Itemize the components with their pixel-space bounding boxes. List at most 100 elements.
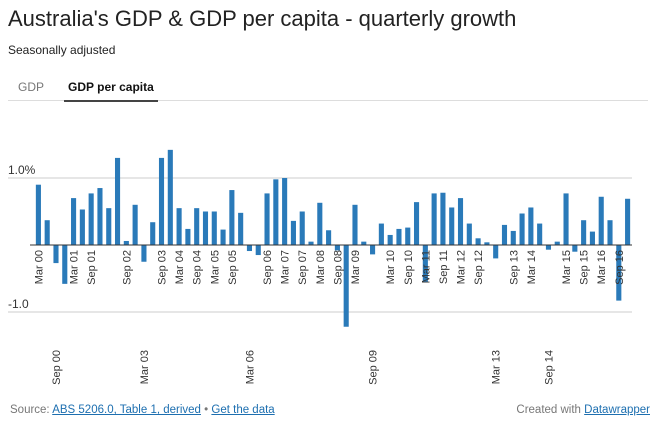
bar[interactable] bbox=[449, 207, 455, 245]
x-tick-label: Mar 14 bbox=[526, 250, 538, 284]
bars-group bbox=[35, 149, 631, 327]
source-link[interactable]: ABS 5206.0, Table 1, derived bbox=[52, 404, 201, 416]
bar[interactable] bbox=[44, 220, 50, 245]
bar[interactable] bbox=[273, 179, 279, 245]
bar[interactable] bbox=[97, 188, 103, 245]
chart-subtitle: Seasonally adjusted bbox=[8, 43, 116, 57]
x-tick-label: Sep 13 bbox=[508, 250, 520, 285]
tab-gdp[interactable]: GDP bbox=[18, 80, 45, 94]
bar[interactable] bbox=[589, 231, 595, 245]
bar[interactable] bbox=[378, 223, 384, 245]
bar[interactable] bbox=[334, 245, 340, 251]
bar[interactable] bbox=[396, 228, 402, 245]
datawrapper-link[interactable]: Datawrapper bbox=[584, 404, 650, 416]
bar[interactable] bbox=[625, 198, 631, 245]
bar[interactable] bbox=[405, 227, 411, 245]
bar[interactable] bbox=[598, 196, 604, 245]
bar[interactable] bbox=[282, 178, 288, 245]
x-tick-label: Sep 12 bbox=[473, 250, 485, 285]
x-tick-label: Sep 15 bbox=[579, 250, 591, 285]
bar[interactable] bbox=[563, 193, 569, 245]
bar[interactable] bbox=[176, 208, 182, 245]
bar[interactable] bbox=[246, 245, 253, 252]
bar[interactable] bbox=[229, 190, 235, 245]
bar[interactable] bbox=[35, 184, 41, 245]
x-tick-label: Sep 04 bbox=[192, 250, 204, 285]
y-tick-labels: 1.0% -1.0 bbox=[8, 163, 36, 311]
bar[interactable] bbox=[290, 220, 296, 245]
bar[interactable] bbox=[114, 157, 121, 245]
x-tick-label: Sep 03 bbox=[157, 250, 169, 285]
bar[interactable] bbox=[317, 202, 323, 245]
x-tick-label: Mar 11 bbox=[420, 250, 432, 283]
bar[interactable] bbox=[493, 245, 499, 259]
bar[interactable] bbox=[158, 157, 165, 245]
bar[interactable] bbox=[150, 222, 156, 245]
bar[interactable] bbox=[194, 208, 200, 245]
bar[interactable] bbox=[132, 204, 138, 245]
bar[interactable] bbox=[53, 245, 59, 264]
bar[interactable] bbox=[581, 220, 587, 245]
bar[interactable] bbox=[370, 245, 376, 255]
bar[interactable] bbox=[211, 211, 217, 246]
footer-source: Source: ABS 5206.0, Table 1, derived • G… bbox=[10, 404, 275, 416]
bar[interactable] bbox=[62, 245, 68, 284]
x-tick-label: Sep 07 bbox=[297, 250, 309, 285]
bar[interactable] bbox=[457, 198, 464, 245]
x-tick-label: Mar 01 bbox=[69, 250, 81, 284]
bar[interactable] bbox=[545, 245, 552, 250]
bar[interactable] bbox=[475, 238, 481, 245]
bar[interactable] bbox=[167, 149, 173, 245]
bar[interactable] bbox=[528, 207, 534, 245]
bar[interactable] bbox=[255, 245, 261, 256]
x-tick-label: Sep 14 bbox=[543, 350, 555, 385]
x-tick-label: Sep 06 bbox=[262, 250, 274, 285]
bar[interactable] bbox=[308, 241, 314, 245]
get-data-link[interactable]: Get the data bbox=[211, 404, 275, 416]
bar[interactable] bbox=[537, 223, 543, 245]
bar[interactable] bbox=[185, 228, 191, 245]
x-tick-label: Mar 08 bbox=[315, 250, 327, 284]
bar[interactable] bbox=[554, 241, 560, 245]
credit-prefix: Created with bbox=[516, 404, 585, 416]
bar[interactable] bbox=[484, 242, 490, 245]
gridlines bbox=[8, 177, 632, 313]
x-tick-labels: Mar 00 Sep 01 Mar 01 Sep 02 Sep 03 Mar 04 Sep … bbox=[33, 250, 625, 385]
bar[interactable] bbox=[361, 241, 367, 245]
bar[interactable] bbox=[466, 223, 472, 245]
bar[interactable] bbox=[326, 230, 332, 245]
x-tick-label: Mar 00 bbox=[33, 250, 45, 284]
x-tick-label: Sep 09 bbox=[368, 350, 380, 385]
x-tick-label: Sep 10 bbox=[403, 250, 415, 285]
bar[interactable] bbox=[501, 224, 508, 245]
tab-bar: GDP GDP per capita bbox=[8, 72, 648, 102]
bar[interactable] bbox=[387, 234, 393, 245]
bar[interactable] bbox=[88, 193, 94, 245]
bar[interactable] bbox=[106, 208, 112, 245]
bar[interactable] bbox=[264, 193, 270, 245]
bar[interactable] bbox=[607, 220, 613, 245]
bar[interactable] bbox=[343, 245, 349, 327]
bar[interactable] bbox=[79, 209, 85, 245]
bar[interactable] bbox=[440, 192, 446, 245]
bar[interactable] bbox=[71, 198, 77, 245]
source-prefix: Source: bbox=[10, 404, 53, 416]
tab-gdp-per-capita[interactable]: GDP per capita bbox=[64, 80, 158, 102]
bar[interactable] bbox=[519, 213, 525, 245]
bar[interactable] bbox=[572, 245, 578, 252]
bar[interactable] bbox=[352, 204, 358, 245]
bar[interactable] bbox=[510, 230, 516, 245]
x-tick-label: Sep 02 bbox=[121, 250, 133, 285]
x-tick-label: Mar 10 bbox=[385, 250, 397, 284]
bar[interactable] bbox=[141, 245, 147, 262]
bar[interactable] bbox=[422, 245, 428, 282]
bar[interactable] bbox=[431, 193, 437, 245]
bar[interactable] bbox=[220, 229, 226, 245]
bar[interactable] bbox=[123, 240, 129, 245]
bar[interactable] bbox=[238, 212, 244, 245]
bar[interactable] bbox=[616, 245, 622, 301]
bar[interactable] bbox=[202, 211, 209, 246]
bar[interactable] bbox=[299, 211, 305, 246]
bar[interactable] bbox=[413, 202, 420, 245]
